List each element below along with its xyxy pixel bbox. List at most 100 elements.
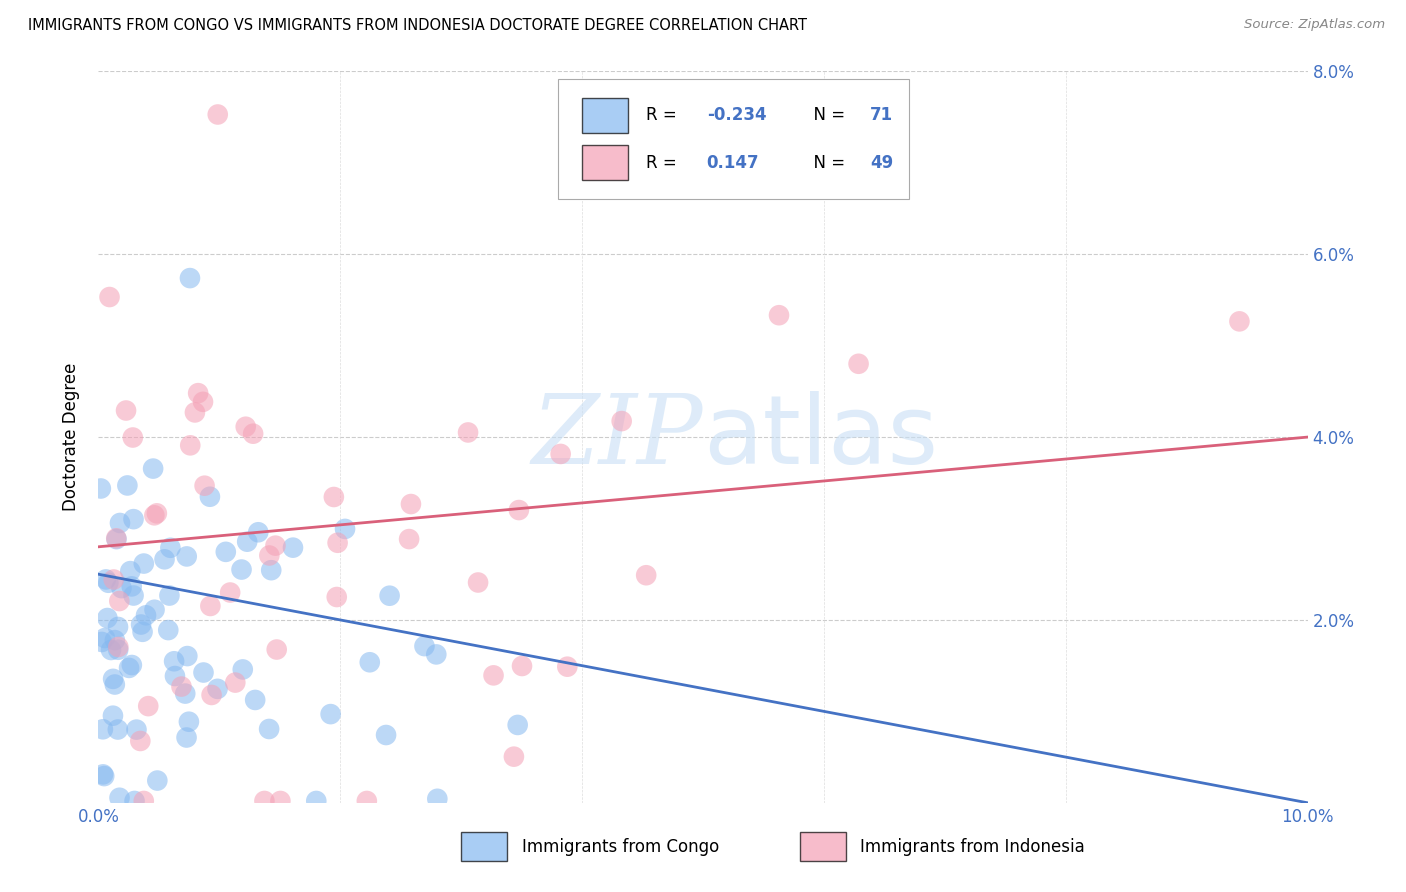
- Point: [179, 271, 201, 285]
- FancyBboxPatch shape: [800, 832, 845, 862]
- Point: [399, 497, 422, 511]
- Point: [104, 677, 127, 691]
- Point: [398, 532, 420, 546]
- Point: [177, 714, 200, 729]
- Text: R =: R =: [647, 153, 682, 172]
- Point: [508, 503, 530, 517]
- Point: [259, 549, 281, 563]
- FancyBboxPatch shape: [582, 98, 628, 133]
- Point: [97, 575, 120, 590]
- Text: ZIP: ZIP: [531, 390, 703, 484]
- Point: [333, 522, 356, 536]
- Point: [413, 639, 436, 653]
- Point: [107, 640, 129, 654]
- Point: [1229, 314, 1251, 328]
- Point: [207, 681, 229, 696]
- Point: [269, 794, 291, 808]
- Point: [107, 723, 129, 737]
- Point: [174, 687, 197, 701]
- Text: atlas: atlas: [703, 391, 938, 483]
- Point: [121, 658, 143, 673]
- Point: [90, 482, 112, 496]
- FancyBboxPatch shape: [582, 145, 628, 180]
- Point: [146, 773, 169, 788]
- Point: [176, 731, 198, 745]
- Point: [768, 308, 790, 322]
- Point: [122, 512, 145, 526]
- Point: [215, 545, 238, 559]
- Point: [281, 541, 304, 555]
- Point: [132, 557, 155, 571]
- Point: [235, 419, 257, 434]
- Text: N =: N =: [803, 153, 851, 172]
- Point: [260, 563, 283, 577]
- Point: [91, 767, 114, 781]
- Point: [264, 539, 287, 553]
- Point: [110, 581, 132, 595]
- FancyBboxPatch shape: [558, 78, 908, 200]
- Text: Immigrants from Congo: Immigrants from Congo: [522, 838, 718, 855]
- Point: [129, 734, 152, 748]
- Point: [142, 461, 165, 475]
- Text: -0.234: -0.234: [707, 106, 766, 124]
- Point: [121, 430, 143, 444]
- Point: [305, 794, 328, 808]
- Point: [503, 749, 526, 764]
- Point: [242, 426, 264, 441]
- Point: [94, 573, 117, 587]
- Point: [359, 655, 381, 669]
- Point: [224, 675, 246, 690]
- Point: [356, 794, 378, 808]
- Point: [266, 642, 288, 657]
- Point: [101, 672, 124, 686]
- Point: [157, 623, 180, 637]
- Point: [125, 723, 148, 737]
- Point: [198, 490, 221, 504]
- Point: [107, 620, 129, 634]
- Point: [122, 589, 145, 603]
- Point: [184, 405, 207, 419]
- Point: [243, 693, 266, 707]
- Point: [506, 718, 529, 732]
- Point: [96, 611, 118, 625]
- Point: [163, 669, 186, 683]
- Point: [176, 649, 198, 664]
- Text: 49: 49: [870, 153, 893, 172]
- Point: [232, 662, 254, 676]
- Point: [105, 531, 128, 545]
- Point: [100, 643, 122, 657]
- Point: [98, 290, 121, 304]
- Point: [550, 447, 572, 461]
- Point: [107, 642, 129, 657]
- Point: [170, 680, 193, 694]
- Point: [90, 635, 112, 649]
- Point: [207, 107, 229, 121]
- Point: [143, 508, 166, 523]
- Point: [425, 648, 447, 662]
- Point: [200, 688, 222, 702]
- Point: [101, 708, 124, 723]
- Point: [129, 617, 152, 632]
- Point: [326, 535, 349, 549]
- Point: [187, 386, 209, 401]
- Point: [848, 357, 870, 371]
- Point: [194, 479, 217, 493]
- Point: [378, 589, 401, 603]
- Point: [159, 589, 181, 603]
- Point: [120, 564, 142, 578]
- Point: [257, 722, 280, 736]
- Point: [510, 659, 533, 673]
- Text: Immigrants from Indonesia: Immigrants from Indonesia: [860, 838, 1085, 855]
- Point: [153, 552, 176, 566]
- Point: [557, 659, 579, 673]
- Point: [131, 624, 153, 639]
- Point: [103, 573, 125, 587]
- Point: [118, 661, 141, 675]
- Point: [159, 541, 181, 555]
- Point: [146, 507, 169, 521]
- Text: IMMIGRANTS FROM CONGO VS IMMIGRANTS FROM INDONESIA DOCTORATE DEGREE CORRELATION : IMMIGRANTS FROM CONGO VS IMMIGRANTS FROM…: [28, 18, 807, 33]
- Point: [91, 723, 114, 737]
- Point: [247, 525, 270, 540]
- Point: [108, 790, 131, 805]
- Point: [143, 603, 166, 617]
